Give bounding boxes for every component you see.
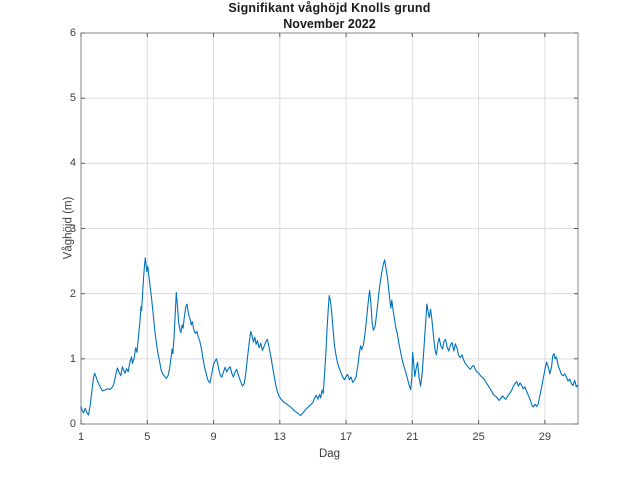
- y-tick-label: 3: [69, 222, 76, 235]
- x-tick-label: 13: [273, 431, 286, 443]
- y-tick-label: 1: [69, 352, 76, 365]
- x-tick-label: 9: [210, 431, 217, 443]
- series-line-vaghojd: [80, 257, 579, 417]
- x-tick-label: 5: [144, 431, 151, 443]
- x-tick-label: 17: [339, 431, 353, 443]
- y-tick-label: 6: [69, 27, 76, 39]
- x-tick-label: 25: [472, 431, 485, 443]
- y-tick-label: 5: [69, 92, 76, 105]
- chart-title: Signifikant våghöjd Knolls grund: [228, 1, 431, 15]
- x-tick-label: 1: [77, 431, 85, 443]
- x-tick-label: 29: [538, 431, 551, 443]
- y-tick-label: 0: [69, 418, 76, 430]
- chart-subtitle: November 2022: [283, 17, 376, 31]
- x-tick-label: 21: [406, 431, 419, 443]
- x-axis-label: Dag: [318, 448, 341, 460]
- y-tick-label: 2: [69, 287, 76, 300]
- y-tick-label: 4: [69, 157, 76, 170]
